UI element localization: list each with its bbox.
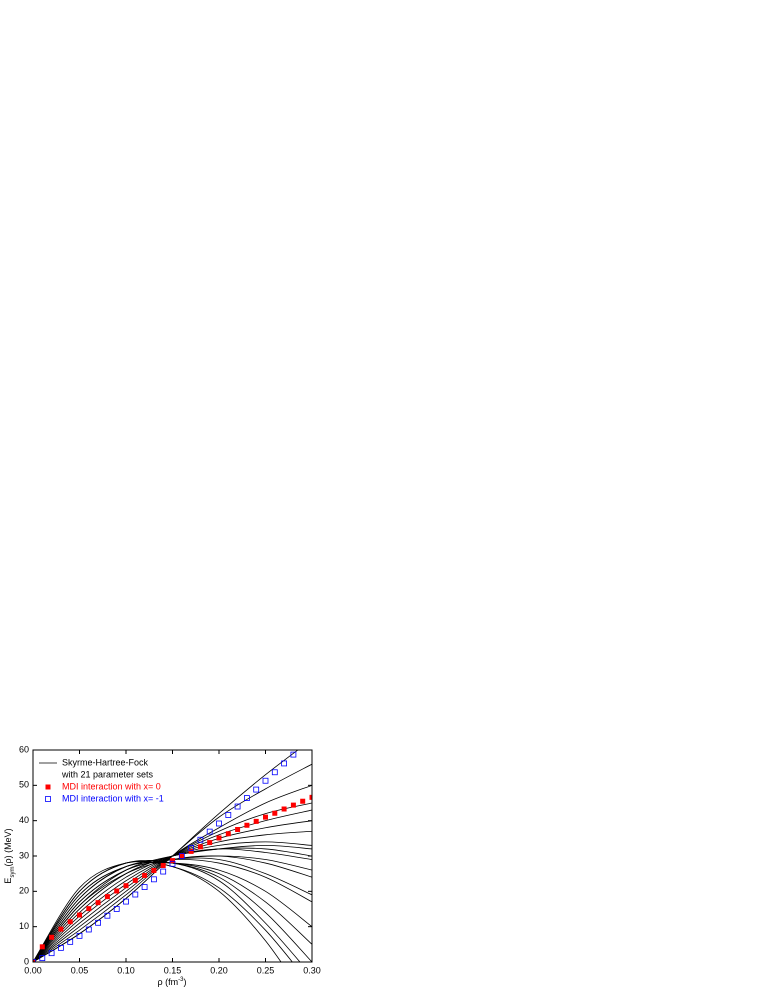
marker xyxy=(253,818,259,824)
marker xyxy=(160,863,166,869)
marker xyxy=(188,848,194,854)
marker xyxy=(262,777,269,784)
marker xyxy=(151,867,157,873)
skyrme-curve xyxy=(33,855,312,962)
legend-swatch xyxy=(45,784,51,790)
marker xyxy=(33,959,36,962)
marker xyxy=(39,955,46,962)
marker xyxy=(197,836,204,843)
marker xyxy=(263,814,268,820)
marker xyxy=(85,926,92,933)
skyrme-curve xyxy=(33,855,312,962)
marker xyxy=(206,828,213,835)
marker xyxy=(49,934,55,940)
marker xyxy=(290,751,297,758)
legend-label: MDI interaction with x= -1 xyxy=(62,793,164,803)
x-label-rest: ) xyxy=(183,977,186,987)
marker xyxy=(244,822,250,828)
x-label-main: ρ (fm xyxy=(158,977,179,987)
x-tick-label: 0.30 xyxy=(303,965,321,975)
x-tick-label: 0.20 xyxy=(210,965,228,975)
legend-note: with 21 parameter sets xyxy=(61,769,154,779)
marker xyxy=(150,876,157,883)
marker xyxy=(216,835,222,841)
x-label-sup: -3 xyxy=(178,977,184,983)
marker xyxy=(234,803,241,810)
y-label-main: E xyxy=(3,878,13,884)
x-tick-label: 0.10 xyxy=(117,965,135,975)
marker xyxy=(253,786,260,793)
y-tick-label: 0 xyxy=(24,956,29,966)
x-tick-label: 0.25 xyxy=(257,965,275,975)
marker xyxy=(95,919,101,926)
y-tick-label: 50 xyxy=(19,780,29,790)
marker xyxy=(300,798,306,804)
y-label-rest: (ρ) (MeV) xyxy=(3,828,13,866)
x-tick-label: 0.00 xyxy=(24,965,42,975)
marker xyxy=(243,795,250,801)
y-label-sub: sym xyxy=(10,867,16,878)
marker xyxy=(290,802,296,808)
marker xyxy=(113,906,120,912)
marker xyxy=(67,938,74,945)
marker xyxy=(58,944,64,951)
y-axis-label: Esym(ρ) (MeV) xyxy=(3,828,15,883)
x-axis-label: ρ (fm-3) xyxy=(158,977,187,988)
y-tick-label: 20 xyxy=(19,886,29,896)
marker xyxy=(123,883,129,889)
marker xyxy=(132,891,139,898)
marker xyxy=(225,831,231,837)
marker xyxy=(197,844,203,850)
legend-swatch xyxy=(45,796,51,802)
marker xyxy=(95,900,101,906)
marker xyxy=(169,860,176,867)
marker xyxy=(123,898,129,905)
y-tick-label: 60 xyxy=(19,744,29,754)
marker xyxy=(141,884,148,890)
marker xyxy=(104,894,110,900)
marker xyxy=(58,926,64,932)
marker xyxy=(104,912,111,919)
legend-label: Skyrme-Hartree-Fock xyxy=(62,757,149,767)
marker xyxy=(188,844,195,851)
y-tick-label: 30 xyxy=(19,850,29,860)
marker xyxy=(114,888,120,894)
marker xyxy=(235,827,241,832)
y-tick-label: 10 xyxy=(19,921,29,931)
marker xyxy=(39,944,45,950)
marker xyxy=(216,820,222,827)
marker xyxy=(48,950,55,957)
x-tick-label: 0.15 xyxy=(164,965,182,975)
marker xyxy=(178,853,185,859)
marker xyxy=(76,932,83,939)
plot-area xyxy=(33,750,312,962)
marker xyxy=(281,806,287,812)
marker xyxy=(67,919,73,925)
marker xyxy=(142,872,148,878)
x-tick-label: 0.05 xyxy=(71,965,89,975)
marker xyxy=(281,760,288,767)
marker xyxy=(207,840,213,846)
marker xyxy=(179,853,185,859)
marker xyxy=(272,810,278,816)
legend: Skyrme-Hartree-Fock with 21 parameter set… xyxy=(39,757,164,803)
marker xyxy=(132,877,138,883)
skyrme-curve xyxy=(33,809,312,962)
marker xyxy=(271,769,278,776)
marker xyxy=(160,868,167,875)
marker xyxy=(86,906,92,912)
marker xyxy=(309,794,312,800)
y-tick-label: 40 xyxy=(19,815,29,825)
legend-label: MDI interaction with x= 0 xyxy=(62,781,161,791)
marker xyxy=(170,858,175,864)
marker xyxy=(77,912,82,918)
skyrme-curve xyxy=(33,848,312,962)
marker xyxy=(225,812,232,818)
